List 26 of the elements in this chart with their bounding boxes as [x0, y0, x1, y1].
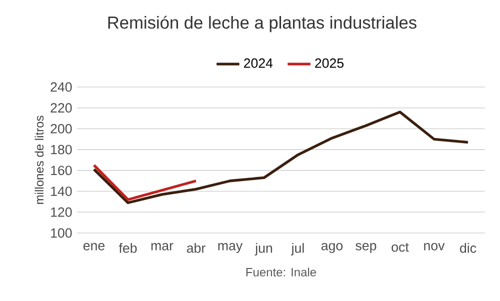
y-axis-title: millones de litros	[34, 116, 44, 204]
y-tick-label: 220	[50, 103, 72, 113]
x-tick-label: sep	[356, 243, 376, 253]
line-series	[92, 110, 470, 204]
x-tick-label: oct	[392, 243, 409, 252]
x-tick-label: feb	[118, 243, 137, 253]
legend-label: 2025	[315, 58, 344, 68]
x-tick-label: ago	[321, 243, 343, 253]
y-tick-label: 120	[51, 207, 72, 217]
x-tick-label: jul	[290, 243, 304, 256]
y-tick-label: 180	[51, 144, 72, 154]
y-tick-label: 200	[50, 124, 72, 134]
x-tick-label: ene	[83, 243, 105, 250]
x-tick-label: may	[218, 243, 243, 253]
legend-label: 2024	[244, 58, 273, 68]
x-tick-label: mar	[151, 243, 174, 250]
x-tick-label: dic	[460, 243, 476, 253]
y-tick-label: 140	[51, 186, 72, 196]
y-tick-label: 240	[50, 82, 72, 92]
y-tick-label: 100	[51, 228, 72, 238]
source-note: Fuente: Inale	[246, 268, 316, 276]
x-tick-label: abr	[186, 243, 206, 253]
x-tick-label: nov	[424, 243, 445, 250]
chart-title: Remisión de leche a plantas industriales	[108, 16, 416, 32]
y-tick-label: 160	[51, 166, 72, 176]
x-tick-label: jun	[254, 243, 272, 256]
